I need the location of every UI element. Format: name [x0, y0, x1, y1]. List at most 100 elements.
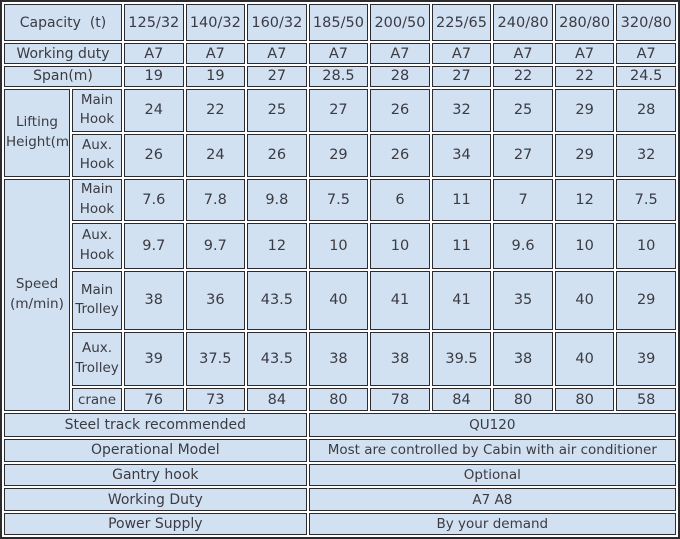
speed-aux-hook-value-cell: 9.7: [185, 223, 246, 269]
speed-crane-value-cell: 78: [370, 388, 430, 412]
speed-main-hook-value-cell: 7.5: [616, 178, 676, 222]
working-duty-value-cell: A7: [124, 43, 184, 64]
speed-crane-label: crane: [72, 388, 122, 412]
speed-main-hook-value-cell: 7: [493, 178, 553, 222]
lifting-height-group-label: Lifting Height(m): [4, 88, 70, 177]
steel-track-value: QU120: [308, 413, 676, 437]
working-duty-footer-label: Working Duty: [4, 488, 307, 512]
speed-aux-hook-value-cell: 10: [554, 223, 615, 269]
span-value-cell: 24.5: [616, 65, 676, 87]
speed-aux-hook-value-cell: 9.7: [124, 223, 184, 269]
speed-main-hook-value-cell: 7.6: [124, 178, 184, 222]
lifting-aux-hook-value-cell: 26: [124, 134, 184, 177]
speed-aux-trolley-value-cell: 39: [616, 331, 676, 387]
speed-main-trolley-value-cell: 43.5: [247, 270, 307, 330]
speed-aux-hook-value-cell: 10: [308, 223, 369, 269]
speed-main-trolley-value-cell: 36: [185, 270, 246, 330]
speed-main-trolley-value-cell: 38: [124, 270, 184, 330]
speed-main-trolley-value-cell: 41: [431, 270, 492, 330]
speed-main-trolley-value-cell: 40: [554, 270, 615, 330]
speed-main-hook-row: Speed (m/min) Main Hook 7.6 7.8 9.8 7.5 6 11 7…: [4, 178, 676, 412]
span-value-cell: 28: [370, 65, 430, 87]
span-row: Span(m) 19 19 27 28.5 28 27 22 22 24.5: [4, 65, 676, 87]
speed-main-trolley-value-cell: 35: [493, 270, 553, 330]
power-supply-value: By your demand: [308, 513, 676, 535]
lifting-aux-hook-value-cell: 29: [554, 134, 615, 177]
power-supply-row: Power Supply By your demand: [4, 513, 676, 535]
speed-crane-value-cell: 58: [616, 388, 676, 412]
lifting-main-hook-label: Main Hook: [72, 88, 122, 133]
speed-main-trolley-value-cell: 41: [370, 270, 430, 330]
speed-main-trolley-value-cell: 40: [308, 270, 369, 330]
working-duty-value-cell: A7: [185, 43, 246, 64]
speed-aux-trolley-value-cell: 37.5: [185, 331, 246, 387]
working-duty-value-cell: A7: [431, 43, 492, 64]
working-duty-label: Working duty: [4, 43, 122, 64]
working-duty-value-cell: A7: [616, 43, 676, 64]
speed-aux-trolley-value-cell: 40: [554, 331, 615, 387]
speed-aux-hook-value-cell: 9.6: [493, 223, 553, 269]
lifting-main-hook-value-cell: 32: [431, 88, 492, 133]
lifting-aux-hook-value-cell: 34: [431, 134, 492, 177]
span-value-cell: 19: [124, 65, 184, 87]
working-duty-value-cell: A7: [370, 43, 430, 64]
lifting-aux-hook-row: Aux. Hook 26 24 26 29 26 34 27 29 32: [4, 134, 676, 177]
span-value-cell: 28.5: [308, 65, 369, 87]
working-duty-footer-row: Working Duty A7 A8: [4, 488, 676, 512]
speed-aux-hook-value-cell: 10: [370, 223, 430, 269]
steel-track-row: Steel track recommended QU120: [4, 413, 676, 437]
capacity-value-cell: 185/50: [308, 4, 369, 42]
speed-crane-row: crane 76 73 84 80 78 84 80 80 58: [4, 388, 676, 412]
speed-aux-hook-value-cell: 10: [616, 223, 676, 269]
gantry-hook-label: Gantry hook: [4, 463, 307, 487]
capacity-value-cell: 200/50: [370, 4, 430, 42]
speed-aux-trolley-value-cell: 39.5: [431, 331, 492, 387]
speed-main-hook-label: Main Hook: [72, 178, 122, 222]
lifting-main-hook-value-cell: 28: [616, 88, 676, 133]
lifting-aux-hook-value-cell: 24: [185, 134, 246, 177]
speed-aux-trolley-value-cell: 38: [370, 331, 430, 387]
speed-main-hook-value-cell: 7.5: [308, 178, 369, 222]
speed-main-trolley-row: Main Trolley 38 36 43.5 40 41 41 35 40 29: [4, 270, 676, 330]
lifting-main-hook-value-cell: 24: [124, 88, 184, 133]
capacity-value-cell: 320/80: [616, 4, 676, 42]
operational-model-row: Operational Model Most are controlled by…: [4, 438, 676, 462]
speed-aux-hook-row: Aux. Hook 9.7 9.7 12 10 10 11 9.6 10 10: [4, 223, 676, 269]
speed-aux-trolley-value-cell: 43.5: [247, 331, 307, 387]
speed-aux-trolley-value-cell: 38: [308, 331, 369, 387]
working-duty-value-cell: A7: [554, 43, 615, 64]
speed-main-hook-value-cell: 9.8: [247, 178, 307, 222]
speed-crane-value-cell: 84: [247, 388, 307, 412]
lifting-aux-hook-value-cell: 29: [308, 134, 369, 177]
span-value-cell: 27: [431, 65, 492, 87]
lifting-aux-hook-value-cell: 32: [616, 134, 676, 177]
speed-crane-value-cell: 80: [308, 388, 369, 412]
speed-main-hook-value-cell: 7.8: [185, 178, 246, 222]
speed-crane-value-cell: 76: [124, 388, 184, 412]
span-value-cell: 22: [554, 65, 615, 87]
lifting-aux-hook-value-cell: 27: [493, 134, 553, 177]
span-label: Span(m): [4, 65, 122, 87]
steel-track-label: Steel track recommended: [4, 413, 307, 437]
gantry-hook-value: Optional: [308, 463, 676, 487]
speed-aux-hook-value-cell: 11: [431, 223, 492, 269]
lifting-main-hook-value-cell: 22: [185, 88, 246, 133]
lifting-aux-hook-label: Aux. Hook: [72, 134, 122, 177]
working-duty-value-cell: A7: [308, 43, 369, 64]
lifting-aux-hook-value-cell: 26: [370, 134, 430, 177]
operational-model-value: Most are controlled by Cabin with air co…: [308, 438, 676, 462]
working-duty-value-cell: A7: [247, 43, 307, 64]
speed-aux-hook-value-cell: 12: [247, 223, 307, 269]
gantry-hook-row: Gantry hook Optional: [4, 463, 676, 487]
speed-main-trolley-label: Main Trolley: [72, 270, 122, 330]
lifting-main-hook-value-cell: 25: [493, 88, 553, 133]
speed-group-label: Speed (m/min): [4, 178, 70, 412]
speed-crane-value-cell: 73: [185, 388, 246, 412]
lifting-main-hook-row: Lifting Height(m) Main Hook 24 22 25 27 26 32…: [4, 88, 676, 177]
lifting-main-hook-value-cell: 29: [554, 88, 615, 133]
speed-aux-hook-label: Aux. Hook: [72, 223, 122, 269]
working-duty-row: Working duty A7 A7 A7 A7 A7 A7 A7 A7 A7: [4, 43, 676, 64]
operational-model-label: Operational Model: [4, 438, 307, 462]
